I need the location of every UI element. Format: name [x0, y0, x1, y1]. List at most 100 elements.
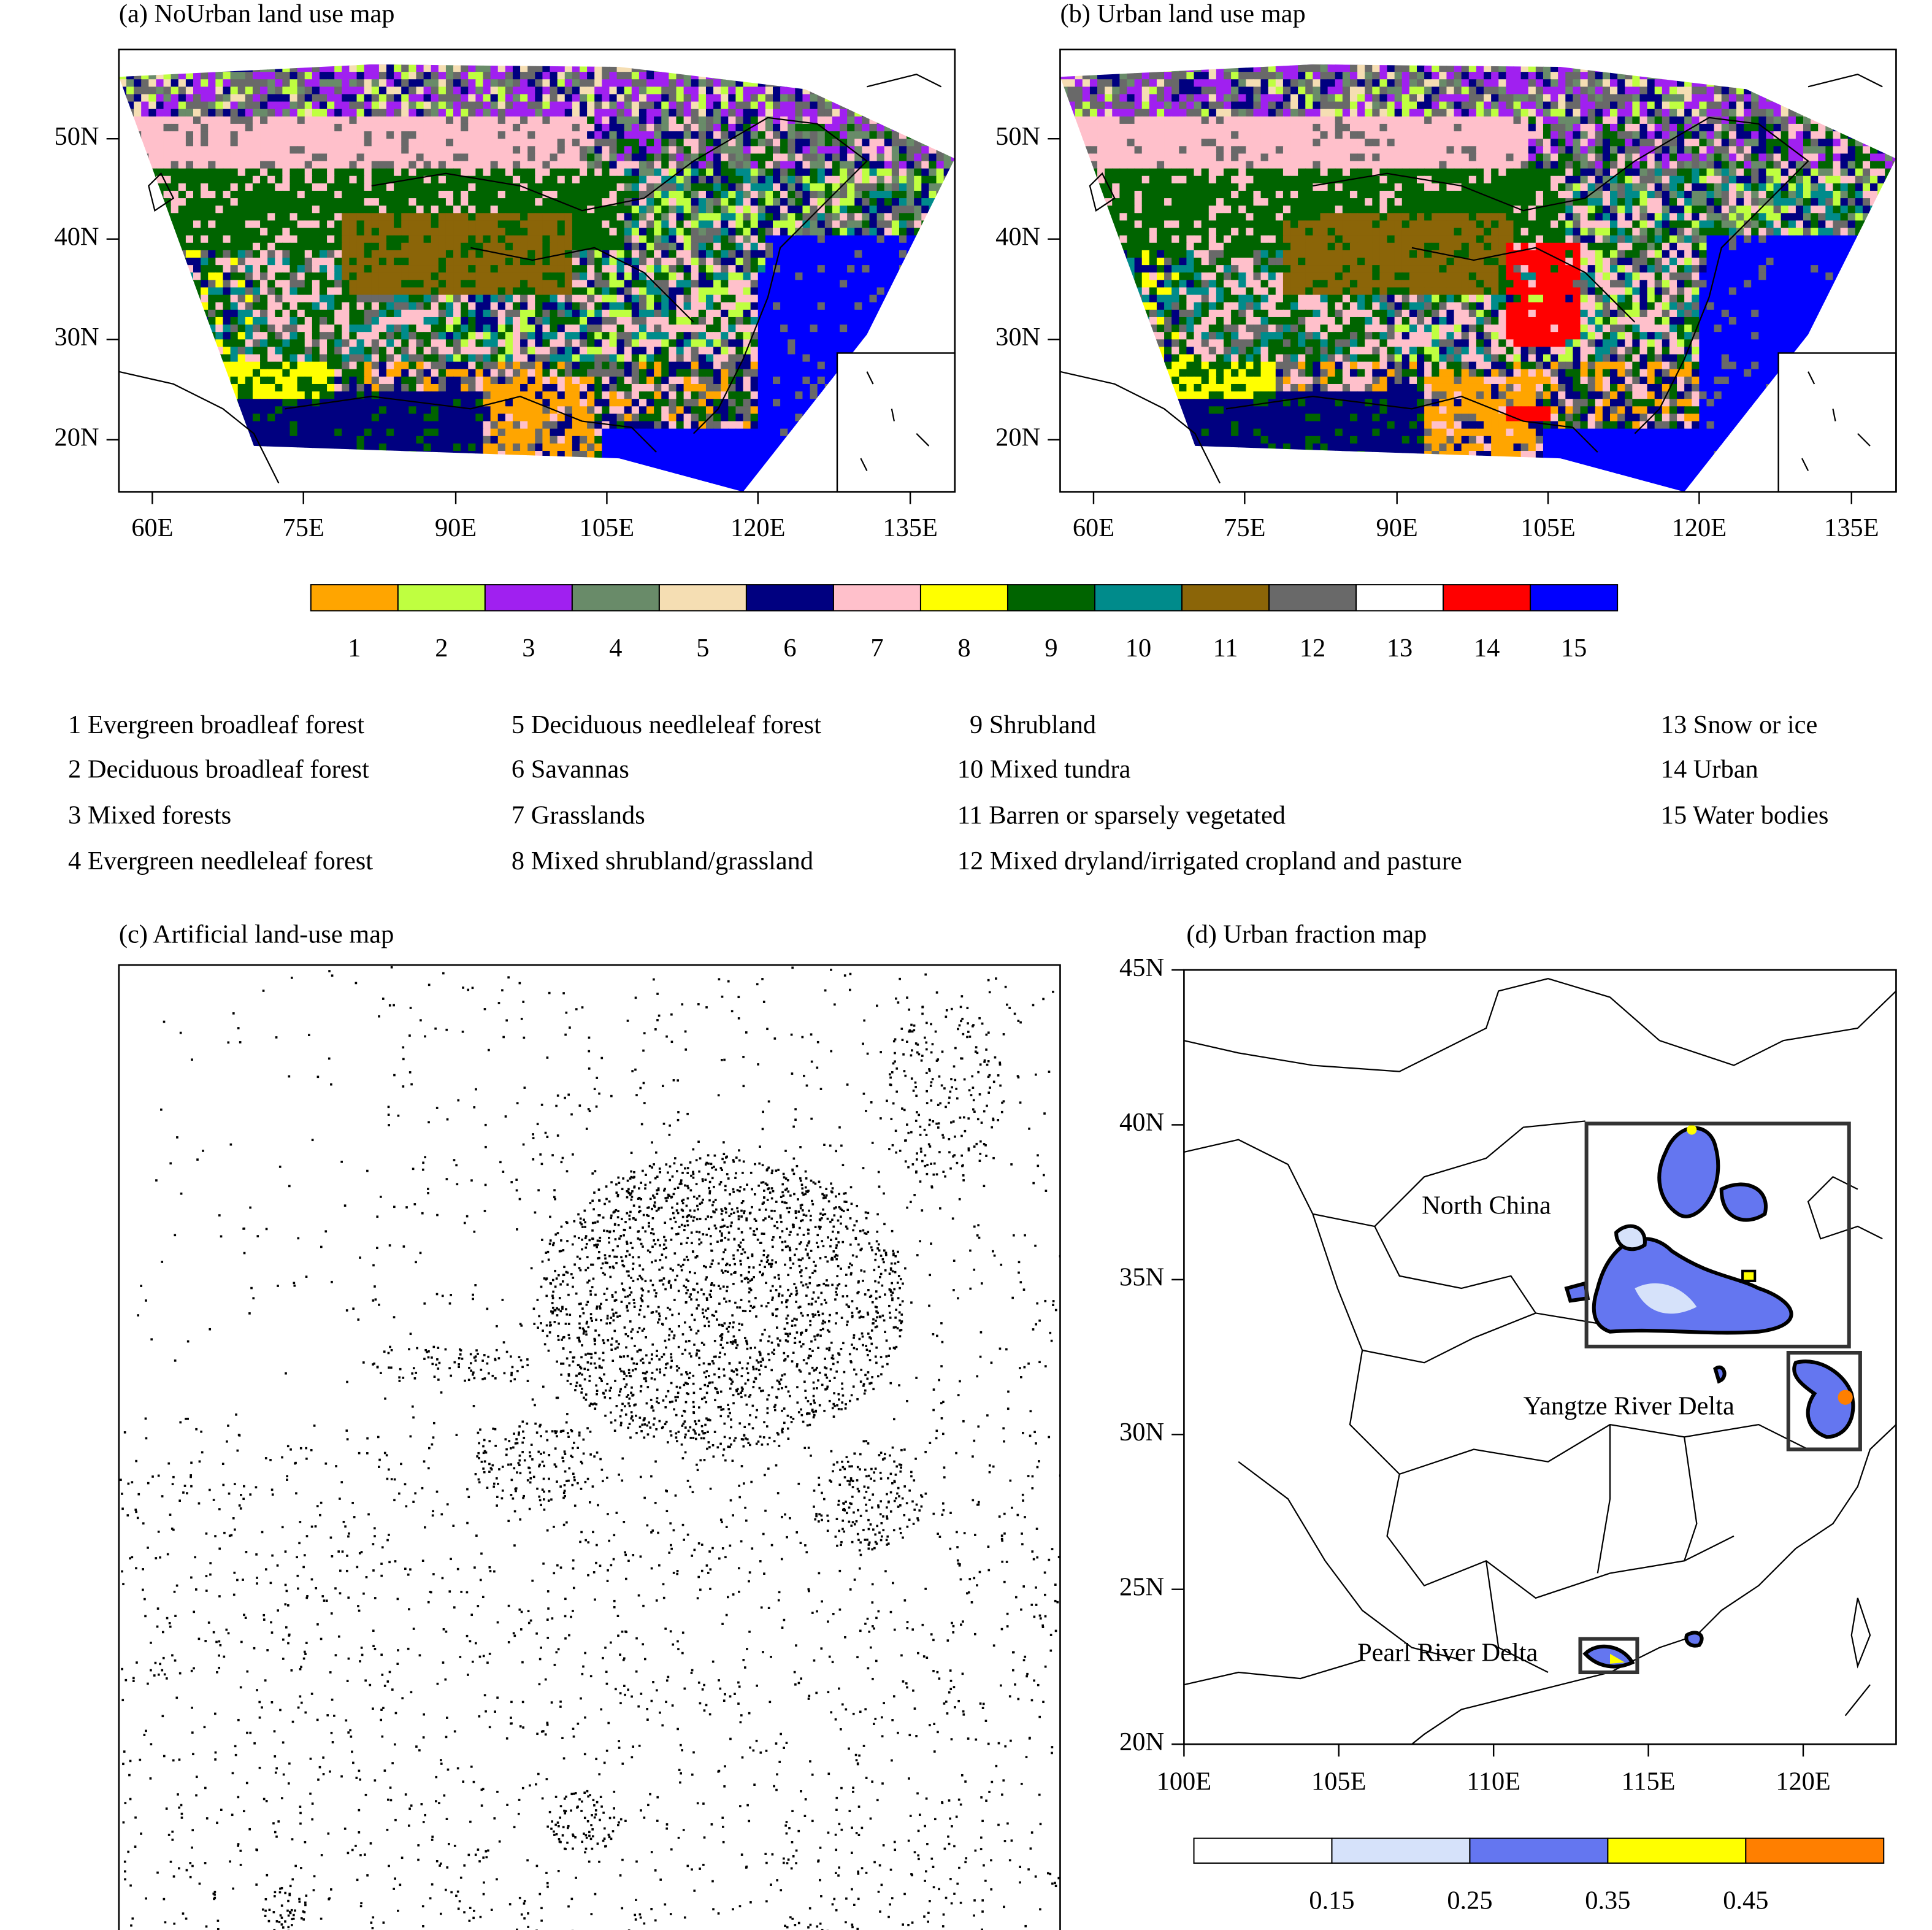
- landuse-cell: [327, 250, 335, 258]
- landuse-cell: [312, 265, 320, 274]
- landuse-cell: [431, 339, 439, 348]
- landuse-cell: [847, 79, 856, 88]
- landuse-cell: [899, 139, 907, 147]
- landuse-cell: [817, 242, 826, 251]
- landuse-cell: [252, 153, 261, 162]
- landuse-cell: [230, 369, 239, 377]
- landuse-cell: [289, 325, 298, 333]
- landuse-cell: [289, 64, 298, 72]
- landuse-cell: [289, 317, 298, 325]
- landuse-cell: [126, 325, 134, 333]
- landuse-cell: [416, 94, 424, 102]
- landuse-cell: [208, 94, 217, 102]
- landuse-cell: [631, 309, 640, 318]
- landuse-cell: [178, 242, 186, 251]
- landuse-cell: [616, 87, 625, 95]
- landuse-cell: [824, 354, 833, 363]
- landuse-cell: [802, 123, 811, 132]
- landuse-cell: [929, 146, 937, 155]
- landuse-cell: [267, 250, 276, 258]
- landuse-cell: [646, 64, 654, 65]
- landuse-cell: [141, 272, 150, 281]
- landuse-cell: [594, 198, 603, 207]
- landuse-cell: [260, 183, 268, 191]
- landuse-cell: [899, 64, 907, 72]
- landuse-cell: [773, 175, 781, 184]
- landuse-cell: [572, 369, 580, 377]
- landuse-cell: [669, 64, 677, 72]
- landuse-cell: [260, 72, 268, 80]
- landuse-cell: [535, 339, 543, 348]
- landuse-cell: [616, 146, 625, 155]
- landuse-cell: [364, 242, 372, 251]
- landuse-cell: [148, 213, 157, 221]
- landuse-cell: [349, 332, 358, 340]
- landuse-cell: [468, 161, 477, 169]
- landuse-cell: [156, 139, 164, 147]
- landuse-cell: [275, 64, 283, 72]
- landuse-cell: [342, 153, 350, 162]
- landuse-cell: [683, 64, 692, 65]
- landuse-cell: [929, 309, 937, 318]
- landuse-cell: [178, 64, 186, 72]
- landuse-cell: [669, 339, 677, 348]
- landuse-cell: [817, 220, 826, 229]
- landuse-cell: [757, 109, 766, 117]
- landuse-cell: [215, 64, 224, 65]
- landuse-cell: [862, 87, 870, 95]
- landuse-cell: [646, 361, 654, 370]
- landuse-cell: [438, 272, 447, 281]
- landuse-cell: [505, 325, 513, 333]
- landuse-cell: [401, 87, 410, 95]
- landuse-cell: [757, 361, 766, 370]
- landuse-cell: [943, 175, 952, 184]
- landuse-cell: [869, 332, 878, 340]
- landuse-cell: [869, 87, 878, 95]
- landuse-cell: [691, 190, 699, 199]
- landuse-cell: [810, 175, 818, 184]
- landuse-cell: [802, 325, 811, 333]
- landuse-cell: [683, 206, 692, 214]
- landuse-cell: [178, 79, 186, 88]
- landuse-cell: [394, 206, 402, 214]
- landuse-cell: [907, 220, 914, 229]
- landuse-cell: [483, 146, 491, 155]
- landuse-cell: [542, 72, 551, 80]
- landuse-cell: [780, 131, 789, 139]
- landuse-cell: [163, 139, 172, 147]
- landuse-cell: [334, 228, 343, 236]
- landuse-cell: [728, 64, 737, 72]
- landuse-cell: [275, 153, 283, 162]
- landuse-cell: [334, 332, 343, 340]
- landuse-cell: [312, 250, 320, 258]
- landuse-cell: [349, 272, 358, 281]
- landuse-cell: [408, 317, 417, 325]
- landuse-cell: [438, 369, 447, 377]
- landuse-cell: [602, 213, 610, 221]
- landuse-cell: [230, 250, 239, 258]
- landuse-cell: [921, 190, 930, 199]
- landuse-cell: [520, 287, 528, 296]
- landuse-cell: [267, 50, 275, 58]
- landuse-cell: [505, 131, 513, 139]
- landuse-cell: [854, 161, 863, 169]
- landuse-cell: [921, 317, 930, 325]
- landuse-cell: [289, 339, 298, 348]
- landuse-cell: [223, 309, 231, 318]
- landuse-cell: [371, 265, 380, 274]
- landuse-cell: [802, 332, 811, 340]
- landuse-cell: [334, 235, 343, 244]
- landuse-cell: [163, 131, 172, 139]
- landuse-cell: [497, 309, 506, 318]
- landuse-cell: [661, 250, 670, 258]
- landuse-cell: [223, 220, 231, 229]
- landuse-cell: [267, 376, 276, 385]
- landuse-cell: [334, 50, 342, 58]
- landuse-cell: [461, 294, 469, 303]
- landuse-cell: [304, 175, 313, 184]
- landuse-cell: [134, 64, 142, 65]
- landuse-cell: [378, 294, 387, 303]
- landuse-cell: [550, 109, 558, 117]
- landuse-cell: [267, 64, 276, 72]
- landuse-cell: [854, 339, 863, 348]
